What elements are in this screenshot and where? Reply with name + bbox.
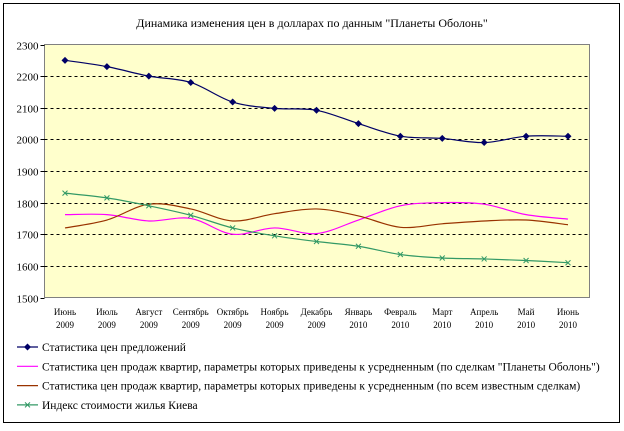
x-marker [187,212,194,219]
y-tick-label: 1500 [17,294,40,306]
diamond-marker [229,98,237,106]
x-marker [565,259,571,266]
y-tick-label: 1900 [17,167,40,179]
x-tick-label-year: 2009 [266,320,285,330]
diamond-marker [313,106,320,114]
diamond-marker [145,72,153,80]
legend-item: Статистика цен предложений [17,342,186,354]
x-tick-label: Июнь [557,307,579,317]
y-tick-label: 2000 [17,135,40,147]
diamond-marker [61,56,69,64]
y-tick-label: 1800 [17,199,40,211]
diamond-marker [103,63,111,71]
x-marker [313,238,320,245]
y-tick-label: 1700 [17,230,40,242]
x-tick-label-year: 2009 [182,320,201,330]
series-1 [61,56,572,147]
legend-label: Статистика цен продаж квартир, параметры… [42,381,580,393]
x-tick-label-year: 2009 [308,320,327,330]
diamond-marker [480,139,488,147]
x-tick-label: Май [518,307,535,317]
x-tick-label-year: 2010 [517,320,536,330]
x-marker [397,251,404,258]
x-tick-label: Октябрь [217,307,249,317]
legend-label: Статистика цен продаж квартир, параметры… [42,361,600,373]
diamond-marker [564,132,572,140]
legend-item: Статистика цен продаж квартир, параметры… [17,361,600,373]
legend-item: Статистика цен продаж квартир, параметры… [17,381,580,393]
x-tick-label-year: 2010 [391,320,410,330]
x-tick-label-year: 2009 [140,320,159,330]
x-marker [355,243,362,250]
x-tick-label: Август [135,307,162,317]
x-tick-label-year: 2010 [559,320,578,330]
diamond-marker [396,132,404,140]
chart-title: Динамика изменения цен в долларах по дан… [136,16,488,30]
x-tick-label: Июнь [54,307,76,317]
legend-item: Индекс стоимости жилья Киева [17,400,198,412]
y-tick-label: 2100 [17,104,40,116]
series-2 [64,201,569,236]
x-marker [481,256,488,262]
diamond-marker [24,343,31,351]
diamond-marker [438,134,446,142]
x-tick-label: Ноябрь [261,307,289,317]
x-tick-label: Сентябрь [173,307,209,317]
x-tick-label: Апрель [470,307,498,317]
x-tick-label: Январь [345,307,373,317]
x-marker [145,202,152,209]
x-marker [439,255,446,261]
x-tick-label-year: 2010 [349,320,368,330]
series-line [64,203,569,229]
x-tick-label-year: 2009 [56,320,75,330]
x-marker [523,257,529,264]
x-tick-label: Июль [96,307,118,317]
diamond-marker [354,120,362,128]
y-tick-label: 2200 [17,72,40,84]
diamond-marker [271,104,279,112]
x-tick-label-year: 2010 [475,320,494,330]
x-marker [271,232,278,239]
x-tick-label-year: 2009 [224,320,243,330]
legend-label: Статистика цен предложений [42,342,186,354]
y-tick-label: 2300 [17,41,40,53]
x-tick-label: Декабрь [301,307,333,317]
x-tick-label-year: 2009 [98,320,117,330]
x-tick-label: Март [432,307,452,317]
x-tick-label: Февраль [384,307,417,317]
x-marker [229,225,236,231]
diamond-marker [187,78,195,86]
series-3 [64,203,569,229]
x-marker [104,195,110,201]
x-tick-label-year: 2010 [433,320,452,330]
x-marker [24,402,31,408]
y-tick-label: 1600 [17,262,40,274]
x-marker [62,190,68,196]
legend-label: Индекс стоимости жилья Киева [42,400,198,412]
diamond-marker [522,132,530,140]
series-4 [62,190,571,266]
series-line [64,201,569,236]
